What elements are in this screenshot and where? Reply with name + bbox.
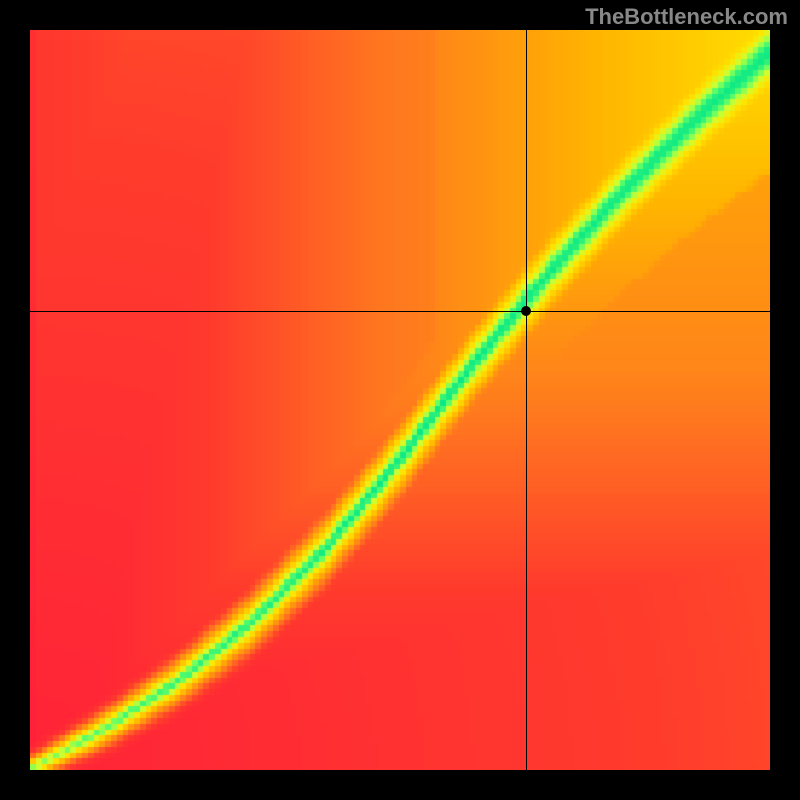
crosshair-horizontal bbox=[30, 311, 770, 312]
crosshair-vertical bbox=[526, 30, 527, 770]
heatmap-canvas bbox=[30, 30, 770, 770]
watermark: TheBottleneck.com bbox=[585, 4, 788, 30]
heatmap-plot bbox=[30, 30, 770, 770]
crosshair-point bbox=[521, 306, 531, 316]
